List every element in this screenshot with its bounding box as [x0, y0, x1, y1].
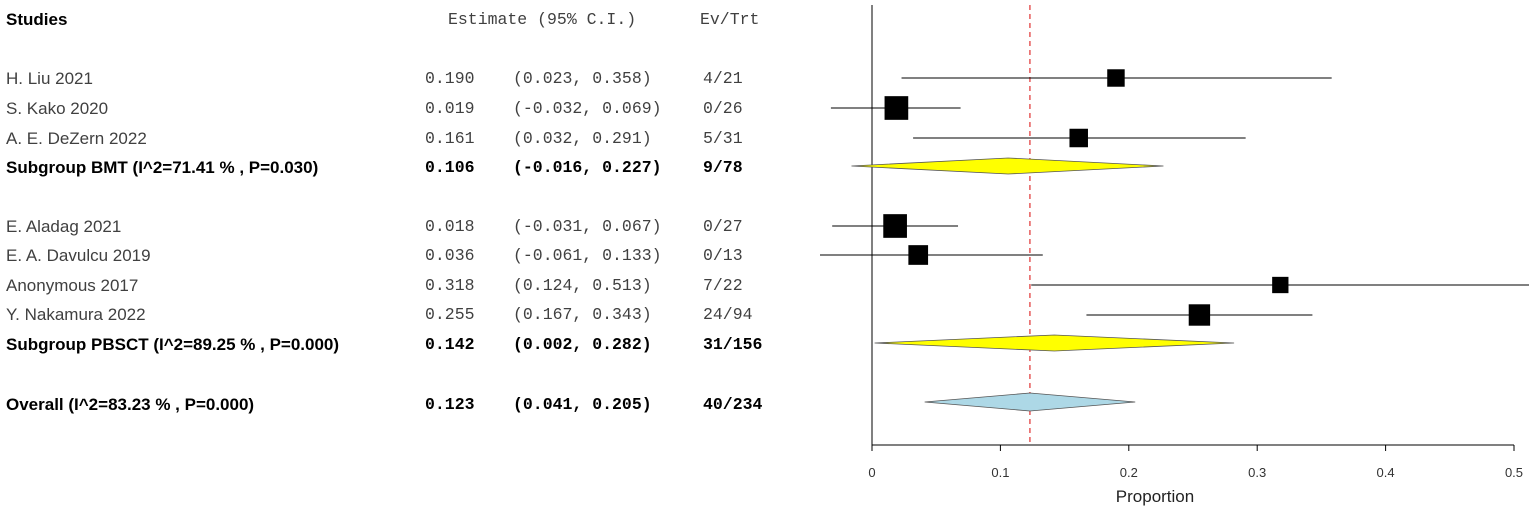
row-ci: (-0.061, 0.133): [513, 246, 662, 265]
row-label: Y. Nakamura 2022: [6, 305, 146, 324]
row-label: Overall (I^2=83.23 % , P=0.000): [6, 395, 255, 414]
study-marker: [1069, 128, 1088, 148]
row-estimate: 0.123: [425, 395, 475, 414]
header-estimate: Estimate (95% C.I.): [448, 10, 637, 29]
subgroup-diamond-pbsct: [874, 334, 1235, 352]
row-ev-trt: 0/27: [703, 217, 743, 236]
row-label: Subgroup PBSCT (I^2=89.25 % , P=0.000): [6, 335, 340, 354]
x-tick-label: 0.3: [1248, 465, 1266, 480]
study-marker: [1188, 304, 1211, 326]
row-ci: (0.124, 0.513): [513, 276, 652, 295]
row-label: S. Kako 2020: [6, 99, 109, 118]
row-ci: (0.041, 0.205): [513, 395, 652, 414]
row-ev-trt: 5/31: [703, 129, 743, 148]
row-estimate: 0.255: [425, 305, 475, 324]
study-marker: [884, 96, 909, 120]
row-label: E. A. Davulcu 2019: [6, 246, 151, 265]
row-estimate: 0.106: [425, 158, 475, 177]
row-estimate: 0.019: [425, 99, 475, 118]
row-ci: (0.002, 0.282): [513, 335, 652, 354]
row-label: Anonymous 2017: [6, 276, 139, 295]
row-ev-trt: 0/13: [703, 246, 743, 265]
row-label: H. Liu 2021: [6, 69, 93, 88]
x-tick-label: 0.5: [1505, 465, 1523, 480]
row-estimate: 0.161: [425, 129, 475, 148]
row-estimate: 0.190: [425, 69, 475, 88]
row-estimate: 0.018: [425, 217, 475, 236]
row-ci: (0.032, 0.291): [513, 129, 652, 148]
row-ev-trt: 0/26: [703, 99, 743, 118]
row-estimate: 0.142: [425, 335, 475, 354]
row-estimate: 0.318: [425, 276, 475, 295]
row-ev-trt: 7/22: [703, 276, 743, 295]
study-marker: [1107, 69, 1125, 87]
row-ci: (0.023, 0.358): [513, 69, 652, 88]
row-ev-trt: 9/78: [703, 158, 743, 177]
row-ev-trt: 31/156: [703, 335, 763, 354]
row-ev-trt: 24/94: [703, 305, 753, 324]
row-label: Subgroup BMT (I^2=71.41 % , P=0.030): [6, 158, 319, 177]
header-studies: Studies: [6, 10, 68, 29]
row-ci: (-0.032, 0.069): [513, 99, 662, 118]
row-ev-trt: 4/21: [703, 69, 743, 88]
x-tick-label: 0.1: [991, 465, 1009, 480]
subgroup-diamond-bmt: [851, 157, 1164, 175]
row-label: E. Aladag 2021: [6, 217, 122, 236]
study-marker: [908, 245, 929, 265]
row-estimate: 0.036: [425, 246, 475, 265]
study-marker: [883, 214, 907, 238]
row-ci: (-0.031, 0.067): [513, 217, 662, 236]
row-ci: (0.167, 0.343): [513, 305, 652, 324]
row-ci: (-0.016, 0.227): [513, 158, 662, 177]
x-tick-label: 0.4: [1377, 465, 1395, 480]
row-label: A. E. DeZern 2022: [6, 129, 147, 148]
row-ev-trt: 40/234: [703, 395, 763, 414]
x-tick-label: 0: [868, 465, 875, 480]
overall-diamond: [924, 392, 1136, 412]
x-tick-label: 0.2: [1120, 465, 1138, 480]
study-marker: [1272, 276, 1289, 294]
x-axis-label: Proportion: [1116, 487, 1194, 506]
header-evtrt: Ev/Trt: [700, 10, 760, 29]
